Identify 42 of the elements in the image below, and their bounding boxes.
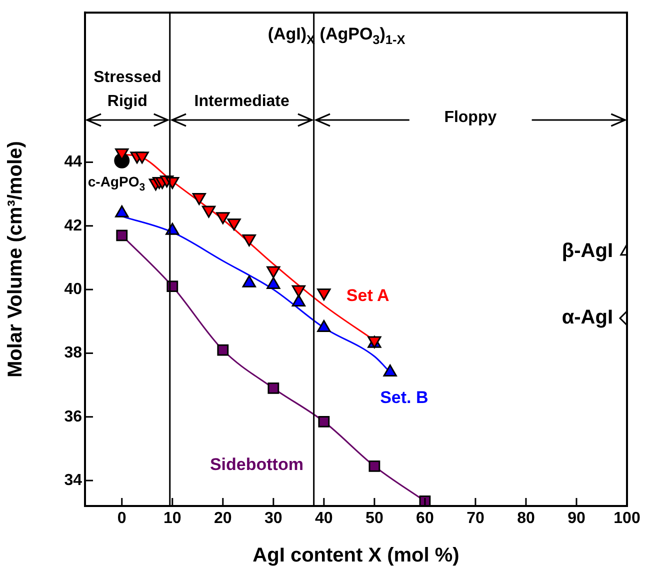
point	[266, 266, 280, 278]
point	[192, 192, 206, 205]
x-tick-label: 60	[416, 510, 434, 528]
y-tick-label: 34	[64, 472, 82, 489]
y-tick-label: 40	[64, 280, 82, 298]
x-tick-label: 50	[366, 510, 384, 528]
x-tick-label: 70	[466, 510, 484, 528]
y-tick-label: 36	[64, 408, 82, 426]
y-tick-label: 44	[64, 154, 82, 171]
point	[116, 230, 128, 242]
point	[227, 218, 241, 230]
y-axis-title: Molar Volume (cm³/mole)	[4, 141, 27, 378]
annotation: Intermediate	[194, 93, 290, 110]
point	[268, 382, 280, 394]
point	[115, 148, 129, 160]
series-label: Set. B	[380, 388, 428, 407]
point	[317, 288, 331, 300]
series-label: Sidebottom	[210, 454, 304, 474]
point	[202, 206, 216, 218]
annotation: Floppy	[444, 109, 497, 126]
point	[292, 285, 306, 298]
x-tick-label: 20	[214, 510, 232, 528]
series-label: β-AgI	[562, 240, 614, 262]
point	[217, 344, 229, 356]
x-axis-title: AgI content X (mol %)	[252, 544, 460, 567]
x-tick-label: 80	[517, 510, 535, 528]
point	[242, 234, 256, 246]
x-tick-label: 40	[315, 510, 333, 528]
point	[368, 460, 380, 472]
point	[318, 416, 330, 428]
annotation: Stressed Rigid	[94, 69, 162, 110]
y-tick-label: 42	[64, 217, 82, 234]
series-label: α-AgI	[562, 306, 613, 329]
point	[216, 212, 230, 224]
series-label: Set A	[346, 286, 390, 306]
point	[135, 152, 149, 164]
x-tick-label: 10	[163, 510, 182, 528]
x-tick-label: 0	[117, 510, 126, 528]
x-tick-label: 90	[568, 510, 586, 528]
x-tick-label: 30	[264, 510, 282, 528]
y-tick-label: 38	[64, 344, 82, 362]
x-tick-label: 100	[614, 510, 640, 528]
